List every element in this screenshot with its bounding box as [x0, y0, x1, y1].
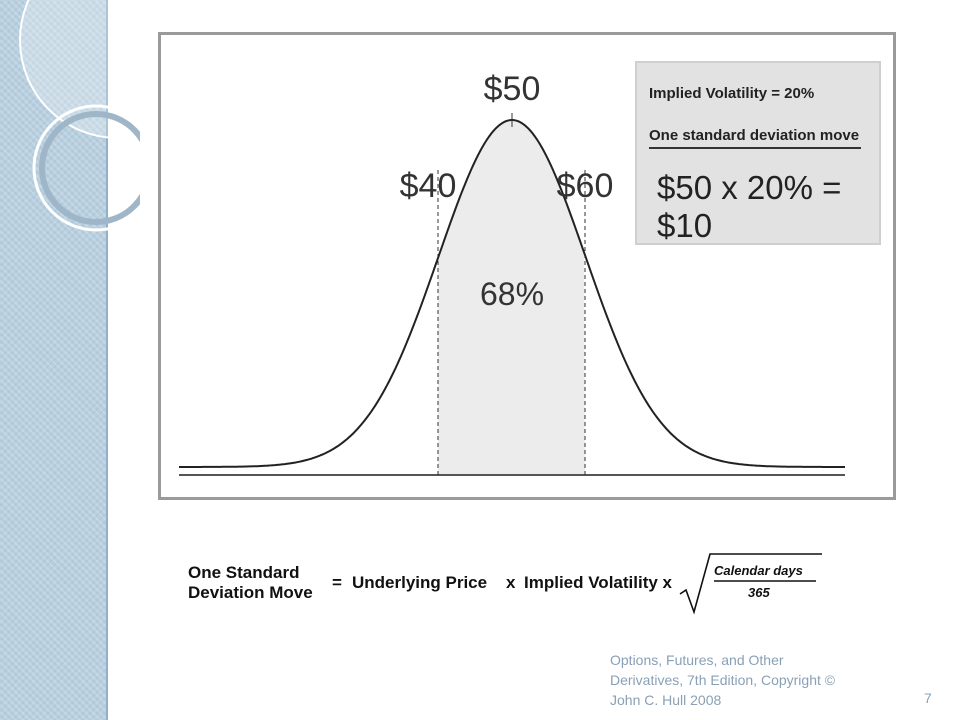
square-root-sign-icon: [679, 553, 822, 615]
footer-line3: John C. Hull 2008: [610, 692, 722, 708]
deco-circle-large: [19, 0, 140, 139]
formula-denominator: 365: [748, 585, 770, 600]
formula-lhs-line1: One Standard: [188, 563, 300, 582]
one-sd-shaded-area: [438, 120, 585, 475]
decorative-side-band: [0, 0, 108, 720]
bell-curve-diagram: $50 $40 $60 68%: [179, 70, 845, 476]
plus-one-sd-price-label: $60: [557, 167, 614, 205]
footer-citation: Options, Futures, and Other Derivatives,…: [610, 650, 880, 710]
formula-lhs-line2: Deviation Move: [188, 583, 313, 602]
deco-circle-ring: [32, 104, 140, 232]
deco-circle-ring-inner: [39, 111, 140, 225]
volatility-info-box: Implied Volatility = 20% One standard de…: [635, 61, 881, 245]
formula-equals: =: [332, 573, 342, 592]
formula-numerator: Calendar days: [714, 563, 803, 578]
footer-line1: Options, Futures, and Other: [610, 652, 784, 668]
footer-line2: Derivatives, 7th Edition, Copyright ©: [610, 672, 836, 688]
sd-move-calculation: $50 x 20% = $10: [657, 169, 842, 244]
sd-move-heading: One standard deviation move: [649, 127, 860, 144]
formula-underlying-price: Underlying Price: [352, 573, 488, 592]
peak-price-label: $50: [484, 70, 541, 108]
formula-multiply: x: [506, 573, 516, 592]
formula-lhs: One Standard Deviation Move: [188, 563, 313, 603]
area-percentage-label: 68%: [480, 276, 544, 312]
formula-implied-volatility: Implied Volatility x: [524, 573, 672, 592]
heading-underline: [649, 147, 861, 149]
distribution-figure: $50 $40 $60 68% Implied Volatility = 20%…: [158, 32, 896, 500]
minus-one-sd-price-label: $40: [400, 167, 457, 205]
page-number: 7: [924, 690, 932, 706]
implied-volatility-text: Implied Volatility = 20%: [649, 85, 815, 102]
sd-move-formula: One Standard Deviation Move = Underlying…: [188, 552, 828, 622]
decorative-circles: [19, 0, 140, 232]
